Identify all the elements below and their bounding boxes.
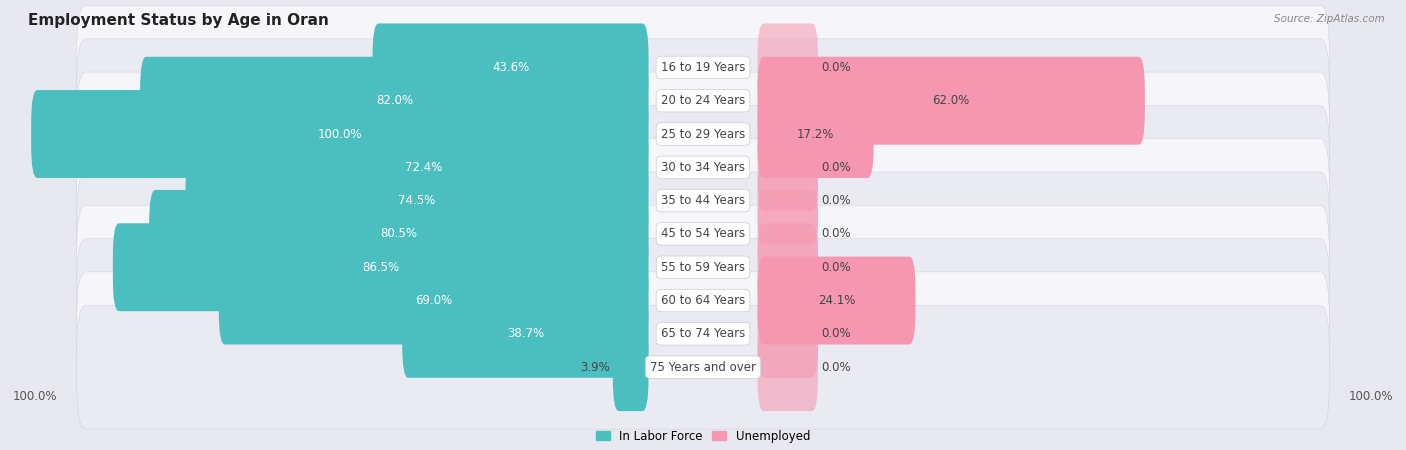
FancyBboxPatch shape	[76, 139, 1330, 262]
Text: 65 to 74 Years: 65 to 74 Years	[661, 327, 745, 340]
FancyBboxPatch shape	[758, 290, 818, 378]
Text: 30 to 34 Years: 30 to 34 Years	[661, 161, 745, 174]
Text: 100.0%: 100.0%	[13, 390, 58, 403]
FancyBboxPatch shape	[758, 23, 818, 111]
FancyBboxPatch shape	[76, 305, 1330, 429]
FancyBboxPatch shape	[758, 256, 915, 345]
Text: 16 to 19 Years: 16 to 19 Years	[661, 61, 745, 74]
FancyBboxPatch shape	[758, 57, 1144, 145]
FancyBboxPatch shape	[76, 205, 1330, 329]
FancyBboxPatch shape	[76, 39, 1330, 162]
FancyBboxPatch shape	[373, 23, 648, 111]
Text: 100.0%: 100.0%	[1348, 390, 1393, 403]
Text: 86.5%: 86.5%	[363, 261, 399, 274]
Text: 0.0%: 0.0%	[821, 360, 851, 374]
Text: 35 to 44 Years: 35 to 44 Years	[661, 194, 745, 207]
FancyBboxPatch shape	[76, 72, 1330, 196]
Text: 0.0%: 0.0%	[821, 227, 851, 240]
Text: 75 Years and over: 75 Years and over	[650, 360, 756, 374]
FancyBboxPatch shape	[758, 323, 818, 411]
Text: 0.0%: 0.0%	[821, 327, 851, 340]
Text: 38.7%: 38.7%	[506, 327, 544, 340]
FancyBboxPatch shape	[758, 223, 818, 311]
Text: 80.5%: 80.5%	[381, 227, 418, 240]
FancyBboxPatch shape	[758, 90, 873, 178]
FancyBboxPatch shape	[112, 223, 648, 311]
Text: 43.6%: 43.6%	[492, 61, 529, 74]
FancyBboxPatch shape	[758, 157, 818, 245]
FancyBboxPatch shape	[186, 157, 648, 245]
Text: 20 to 24 Years: 20 to 24 Years	[661, 94, 745, 107]
FancyBboxPatch shape	[76, 172, 1330, 296]
Text: 0.0%: 0.0%	[821, 61, 851, 74]
FancyBboxPatch shape	[76, 238, 1330, 363]
Text: 25 to 29 Years: 25 to 29 Years	[661, 127, 745, 140]
FancyBboxPatch shape	[758, 190, 818, 278]
Text: 60 to 64 Years: 60 to 64 Years	[661, 294, 745, 307]
Text: Source: ZipAtlas.com: Source: ZipAtlas.com	[1274, 14, 1385, 23]
FancyBboxPatch shape	[149, 190, 648, 278]
Text: Employment Status by Age in Oran: Employment Status by Age in Oran	[28, 14, 329, 28]
FancyBboxPatch shape	[76, 272, 1330, 396]
Text: 100.0%: 100.0%	[318, 127, 363, 140]
FancyBboxPatch shape	[613, 323, 648, 411]
Text: 17.2%: 17.2%	[797, 127, 834, 140]
Text: 74.5%: 74.5%	[398, 194, 436, 207]
FancyBboxPatch shape	[402, 290, 648, 378]
Text: 55 to 59 Years: 55 to 59 Years	[661, 261, 745, 274]
Text: 45 to 54 Years: 45 to 54 Years	[661, 227, 745, 240]
FancyBboxPatch shape	[31, 90, 648, 178]
Text: 24.1%: 24.1%	[818, 294, 855, 307]
Text: 0.0%: 0.0%	[821, 161, 851, 174]
FancyBboxPatch shape	[198, 123, 648, 212]
FancyBboxPatch shape	[76, 5, 1330, 129]
Text: 0.0%: 0.0%	[821, 194, 851, 207]
Text: 72.4%: 72.4%	[405, 161, 441, 174]
Text: 3.9%: 3.9%	[581, 360, 610, 374]
Text: 82.0%: 82.0%	[375, 94, 413, 107]
FancyBboxPatch shape	[141, 57, 648, 145]
Legend: In Labor Force, Unemployed: In Labor Force, Unemployed	[591, 425, 815, 447]
Text: 62.0%: 62.0%	[932, 94, 970, 107]
FancyBboxPatch shape	[219, 256, 648, 345]
FancyBboxPatch shape	[758, 123, 818, 212]
Text: 69.0%: 69.0%	[415, 294, 453, 307]
Text: 0.0%: 0.0%	[821, 261, 851, 274]
FancyBboxPatch shape	[76, 105, 1330, 229]
